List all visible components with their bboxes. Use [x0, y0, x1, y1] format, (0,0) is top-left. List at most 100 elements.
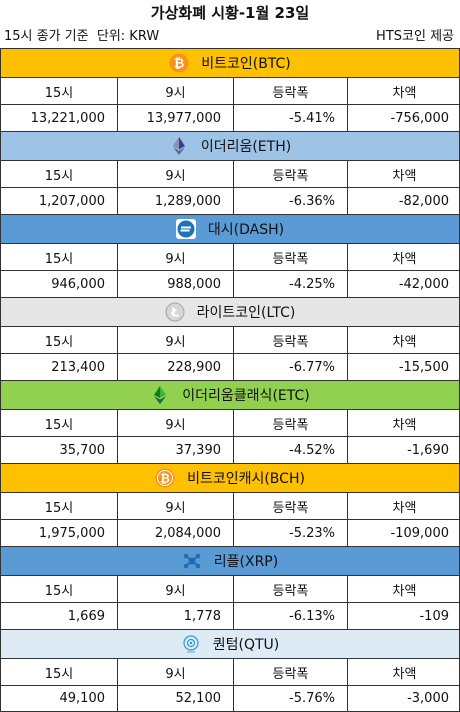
column-header: 9시: [117, 243, 233, 270]
table-cell: -109: [347, 602, 460, 629]
table-cell: -4.52%: [233, 436, 347, 463]
column-header: 등락폭: [233, 492, 347, 519]
coin-name: 대시(DASH): [207, 222, 285, 238]
table-cell: -6.36%: [233, 187, 347, 214]
column-header-row: 15시 9시 등락폭 차액: [0, 160, 460, 187]
column-header: 차액: [347, 575, 460, 602]
table-cell: -5.41%: [233, 104, 347, 131]
column-header: 등락폭: [233, 160, 347, 187]
table-cell: 2,084,000: [117, 519, 233, 546]
table-cell: -3,000: [347, 685, 460, 712]
column-header: 등락폭: [233, 326, 347, 353]
column-header: 15시: [1, 409, 117, 436]
table-cell: -6.77%: [233, 353, 347, 380]
column-header: 15시: [1, 658, 117, 685]
meta-basis: 15시 종가 기준 단위: KRW: [4, 29, 160, 44]
litecoin-icon: Ł: [165, 302, 185, 322]
coin-name: 리플(XRP): [213, 554, 279, 570]
column-header: 15시: [1, 77, 117, 104]
column-header: 등락폭: [233, 243, 347, 270]
coin-header: 이더리움(ETH): [0, 131, 460, 160]
table-cell: 228,900: [117, 353, 233, 380]
coin-header: Ł 라이트코인(LTC): [0, 297, 460, 326]
bitcoin-icon: ₿: [169, 53, 189, 73]
table-cell: -42,000: [347, 270, 460, 297]
ethereum-icon: [169, 136, 189, 156]
coin-header: 이더리움클래식(ETC): [0, 380, 460, 409]
svg-text:₿: ₿: [174, 57, 185, 72]
table-cell: 37,390: [117, 436, 233, 463]
table-cell: -5.23%: [233, 519, 347, 546]
column-header: 등락폭: [233, 409, 347, 436]
table-cell: -5.76%: [233, 685, 347, 712]
table-cell: 988,000: [117, 270, 233, 297]
column-header: 등락폭: [233, 658, 347, 685]
column-header: 차액: [347, 658, 460, 685]
column-header-row: 15시 9시 등락폭 차액: [0, 326, 460, 353]
dash-icon: [175, 219, 196, 239]
column-header: 9시: [117, 492, 233, 519]
table-row: 35,700 37,390 -4.52% -1,690: [0, 436, 460, 463]
table-cell: 1,207,000: [1, 187, 117, 214]
column-header: 차액: [347, 326, 460, 353]
coin-block: Ł 라이트코인(LTC) 15시 9시 등락폭 차액 213,400 228,900 -6.77…: [0, 297, 460, 380]
column-header-row: 15시 9시 등락폭 차액: [0, 658, 460, 685]
table-cell: 35,700: [1, 436, 117, 463]
coin-header: ₿ 비트코인캐시(BCH): [0, 463, 460, 492]
column-header: 15시: [1, 492, 117, 519]
column-header: 15시: [1, 243, 117, 270]
meta-bar: 15시 종가 기준 단위: KRW HTS코인 제공: [0, 26, 460, 48]
table-cell: 946,000: [1, 270, 117, 297]
column-header-row: 15시 9시 등락폭 차액: [0, 492, 460, 519]
coin-block: 이더리움(ETH) 15시 9시 등락폭 차액 1,207,000 1,289,000 -6.…: [0, 131, 460, 214]
table-cell: -109,000: [347, 519, 460, 546]
table-cell: 1,778: [117, 602, 233, 629]
table-row: 1,207,000 1,289,000 -6.36% -82,000: [0, 187, 460, 214]
coin-name: 퀀텀(QTU): [212, 637, 280, 653]
price-table: ₿ 비트코인(BTC) 15시 9시 등락폭 차액 13,221,000 13,977,000…: [0, 48, 460, 712]
table-row: 49,100 52,100 -5.76% -3,000: [0, 685, 460, 712]
column-header: 15시: [1, 160, 117, 187]
column-header: 15시: [1, 326, 117, 353]
column-header: 9시: [117, 575, 233, 602]
column-header-row: 15시 9시 등락폭 차액: [0, 575, 460, 602]
coin-block: 이더리움클래식(ETC) 15시 9시 등락폭 차액 35,700 37,390 -4.52%…: [0, 380, 460, 463]
column-header-row: 15시 9시 등락폭 차액: [0, 409, 460, 436]
coin-header: 대시(DASH): [0, 214, 460, 243]
svg-text:₿: ₿: [160, 472, 170, 486]
table-row: 213,400 228,900 -6.77% -15,500: [0, 353, 460, 380]
column-header-row: 15시 9시 등락폭 차액: [0, 243, 460, 270]
column-header: 차액: [347, 243, 460, 270]
column-header: 차액: [347, 492, 460, 519]
ethereum-classic-icon: [150, 385, 170, 405]
table-row: 13,221,000 13,977,000 -5.41% -756,000: [0, 104, 460, 131]
column-header: 9시: [117, 658, 233, 685]
coin-header: 리플(XRP): [0, 546, 460, 575]
table-cell: 213,400: [1, 353, 117, 380]
column-header: 등락폭: [233, 575, 347, 602]
table-cell: 49,100: [1, 685, 117, 712]
coin-block: 리플(XRP) 15시 9시 등락폭 차액 1,669 1,778 -6.13% -109: [0, 546, 460, 629]
ripple-icon: [182, 551, 202, 571]
table-cell: -4.25%: [233, 270, 347, 297]
table-cell: 1,669: [1, 602, 117, 629]
table-cell: -15,500: [347, 353, 460, 380]
table-cell: -1,690: [347, 436, 460, 463]
coin-block: 퀀텀(QTU) 15시 9시 등락폭 차액 49,100 52,100 -5.76% -3,00…: [0, 629, 460, 712]
column-header: 9시: [117, 160, 233, 187]
column-header: 9시: [117, 326, 233, 353]
coin-block: ₿ 비트코인캐시(BCH) 15시 9시 등락폭 차액 1,975,000 2,084,000…: [0, 463, 460, 546]
table-row: 1,975,000 2,084,000 -5.23% -109,000: [0, 519, 460, 546]
bitcoin-cash-icon: ₿: [155, 468, 175, 488]
page-title: 가상화폐 시황-1월 23일: [150, 4, 310, 22]
table-cell: -756,000: [347, 104, 460, 131]
coin-name: 비트코인캐시(BCH): [187, 471, 305, 487]
svg-text:Ł: Ł: [170, 306, 179, 320]
column-header: 차액: [347, 409, 460, 436]
coin-name: 라이트코인(LTC): [196, 305, 296, 321]
coin-header: 퀀텀(QTU): [0, 629, 460, 658]
table-cell: 1,289,000: [117, 187, 233, 214]
coin-name: 이더리움클래식(ETC): [182, 388, 310, 404]
coin-block: ₿ 비트코인(BTC) 15시 9시 등락폭 차액 13,221,000 13,977,000…: [0, 48, 460, 131]
column-header: 9시: [117, 77, 233, 104]
